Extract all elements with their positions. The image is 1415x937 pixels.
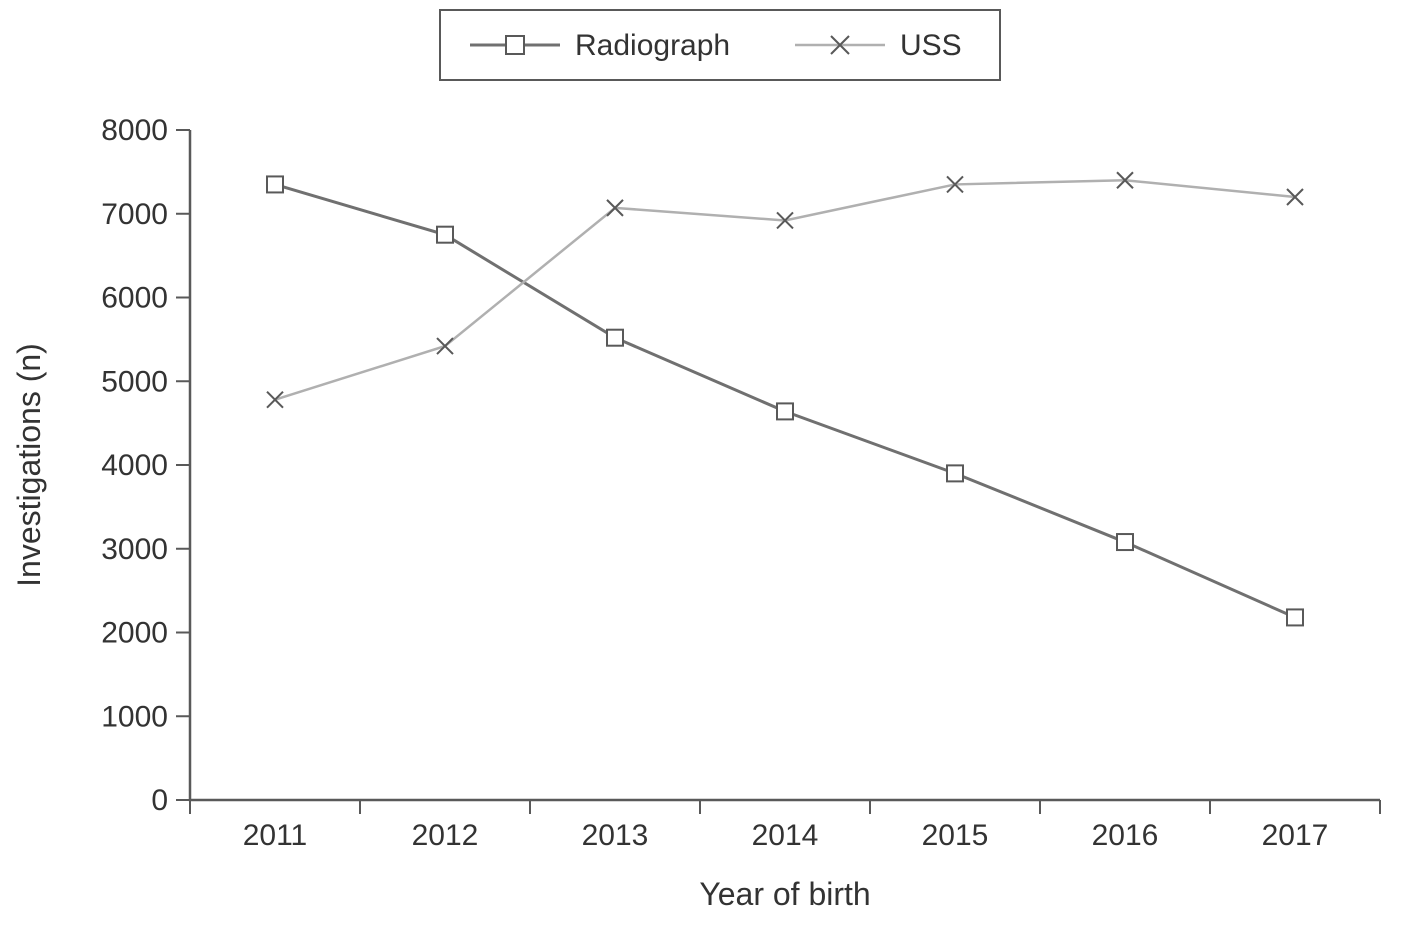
y-tick-label: 6000	[101, 282, 168, 315]
series-line-radiograph	[275, 184, 1295, 617]
axis-lines	[190, 130, 1380, 800]
chart-svg: Radiograph USS 0 1000 2000 3000 4000 5000 6000 70…	[0, 0, 1415, 932]
marker-square	[607, 330, 623, 346]
marker-square	[437, 227, 453, 243]
y-tick-label: 0	[151, 784, 168, 817]
x-tick-label: 2011	[243, 819, 308, 852]
y-tick-label: 4000	[101, 449, 168, 482]
y-tick-label: 7000	[101, 198, 168, 231]
marker-square	[1117, 534, 1133, 550]
y-axis-label: Investigations (n)	[11, 343, 47, 587]
marker-square	[267, 176, 283, 192]
y-tick-label: 2000	[101, 617, 168, 650]
marker-square	[1287, 609, 1303, 625]
x-tick-label: 2012	[412, 819, 479, 852]
legend-marker-square	[506, 36, 524, 54]
marker-square	[947, 465, 963, 481]
line-chart: Radiograph USS 0 1000 2000 3000 4000 5000 6000 70…	[0, 0, 1415, 932]
y-tick-label: 5000	[101, 365, 168, 398]
marker-square	[777, 403, 793, 419]
y-tick-label: 8000	[101, 114, 168, 147]
y-tick-label: 3000	[101, 533, 168, 566]
x-tick-label: 2014	[752, 819, 819, 852]
legend-label: Radiograph	[575, 29, 730, 62]
x-tick-label: 2013	[582, 819, 649, 852]
y-tick-label: 1000	[101, 700, 168, 733]
series-line-uss	[275, 180, 1295, 399]
x-axis-label: Year of birth	[699, 876, 870, 912]
legend-label: USS	[900, 29, 962, 62]
x-tick-label: 2016	[1092, 819, 1159, 852]
x-tick-label: 2017	[1262, 819, 1329, 852]
x-tick-label: 2015	[922, 819, 989, 852]
